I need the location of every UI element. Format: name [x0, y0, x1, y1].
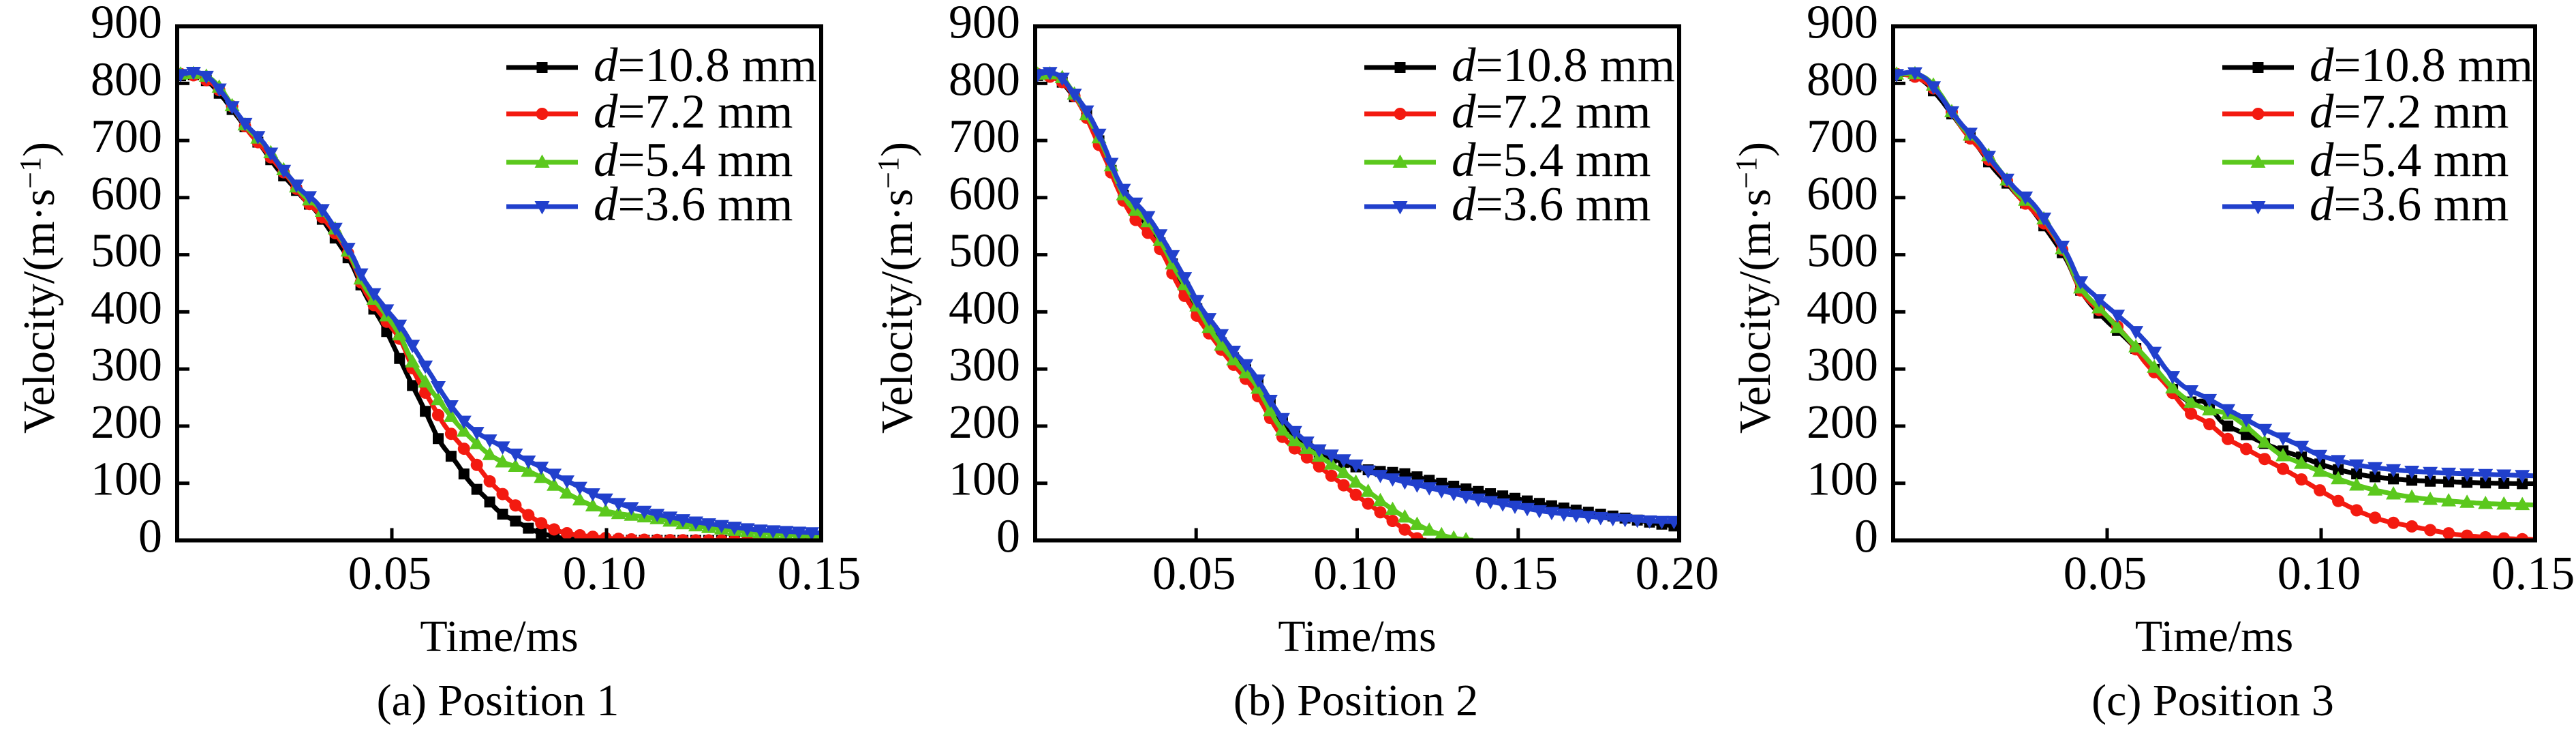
svg-text:0: 0 — [138, 511, 162, 563]
svg-text:0.15: 0.15 — [778, 548, 861, 600]
svg-text:0.10: 0.10 — [1313, 548, 1397, 600]
svg-text:700: 700 — [949, 110, 1020, 163]
svg-text:100: 100 — [91, 453, 162, 506]
svg-text:0.10: 0.10 — [2278, 548, 2361, 600]
svg-text:300: 300 — [91, 339, 162, 391]
svg-text:Velocity/(m·s−1): Velocity/(m·s−1) — [14, 142, 64, 434]
svg-text:0.20: 0.20 — [1636, 548, 1719, 600]
svg-text:900: 900 — [1807, 0, 1878, 49]
svg-text:400: 400 — [949, 282, 1020, 334]
svg-text:600: 600 — [949, 168, 1020, 220]
svg-text:(a) Position 1: (a) Position 1 — [377, 676, 619, 725]
svg-text:d=10.8 mm: d=10.8 mm — [2310, 39, 2533, 92]
svg-text:d=7.2 mm: d=7.2 mm — [594, 85, 793, 138]
svg-text:600: 600 — [91, 168, 162, 220]
svg-text:Time/ms: Time/ms — [2135, 612, 2293, 661]
svg-text:d=5.4 mm: d=5.4 mm — [1452, 134, 1651, 187]
svg-text:(c) Position 3: (c) Position 3 — [2091, 676, 2334, 725]
svg-text:d=10.8 mm: d=10.8 mm — [1452, 39, 1675, 92]
svg-text:100: 100 — [949, 453, 1020, 506]
svg-text:d=3.6 mm: d=3.6 mm — [1452, 178, 1651, 231]
svg-text:0.05: 0.05 — [1152, 548, 1236, 600]
svg-text:200: 200 — [1807, 396, 1878, 449]
svg-text:200: 200 — [91, 396, 162, 449]
svg-text:400: 400 — [1807, 282, 1878, 334]
svg-text:d=7.2 mm: d=7.2 mm — [1452, 85, 1651, 138]
svg-text:300: 300 — [949, 339, 1020, 391]
svg-text:900: 900 — [91, 0, 162, 49]
svg-text:0.15: 0.15 — [1475, 548, 1559, 600]
svg-text:0.05: 0.05 — [348, 548, 432, 600]
svg-text:Velocity/(m·s−1): Velocity/(m·s−1) — [872, 142, 922, 434]
svg-text:(b) Position 2: (b) Position 2 — [1233, 676, 1478, 725]
svg-text:100: 100 — [1807, 453, 1878, 506]
svg-text:800: 800 — [949, 53, 1020, 106]
svg-text:0.05: 0.05 — [2064, 548, 2147, 600]
svg-text:0.10: 0.10 — [563, 548, 647, 600]
svg-text:800: 800 — [1807, 53, 1878, 106]
svg-text:Velocity/(m·s−1): Velocity/(m·s−1) — [1730, 142, 1780, 434]
svg-text:0: 0 — [996, 511, 1020, 563]
svg-text:500: 500 — [91, 225, 162, 278]
svg-text:d=5.4 mm: d=5.4 mm — [2310, 134, 2509, 187]
svg-text:300: 300 — [1807, 339, 1878, 391]
svg-text:Time/ms: Time/ms — [420, 612, 578, 661]
svg-text:d=10.8 mm: d=10.8 mm — [594, 39, 817, 92]
svg-text:d=3.6 mm: d=3.6 mm — [594, 178, 793, 231]
svg-text:Time/ms: Time/ms — [1278, 612, 1436, 661]
svg-text:700: 700 — [91, 110, 162, 163]
svg-text:700: 700 — [1807, 110, 1878, 163]
svg-text:0.15: 0.15 — [2491, 548, 2575, 600]
svg-text:d=7.2 mm: d=7.2 mm — [2310, 85, 2509, 138]
svg-text:0: 0 — [1854, 511, 1878, 563]
svg-text:d=3.6 mm: d=3.6 mm — [2310, 178, 2509, 231]
svg-text:900: 900 — [949, 0, 1020, 49]
svg-text:200: 200 — [949, 396, 1020, 449]
svg-text:800: 800 — [91, 53, 162, 106]
svg-text:400: 400 — [91, 282, 162, 334]
svg-text:600: 600 — [1807, 168, 1878, 220]
svg-text:500: 500 — [1807, 225, 1878, 278]
svg-text:d=5.4 mm: d=5.4 mm — [594, 134, 793, 187]
svg-text:500: 500 — [949, 225, 1020, 278]
